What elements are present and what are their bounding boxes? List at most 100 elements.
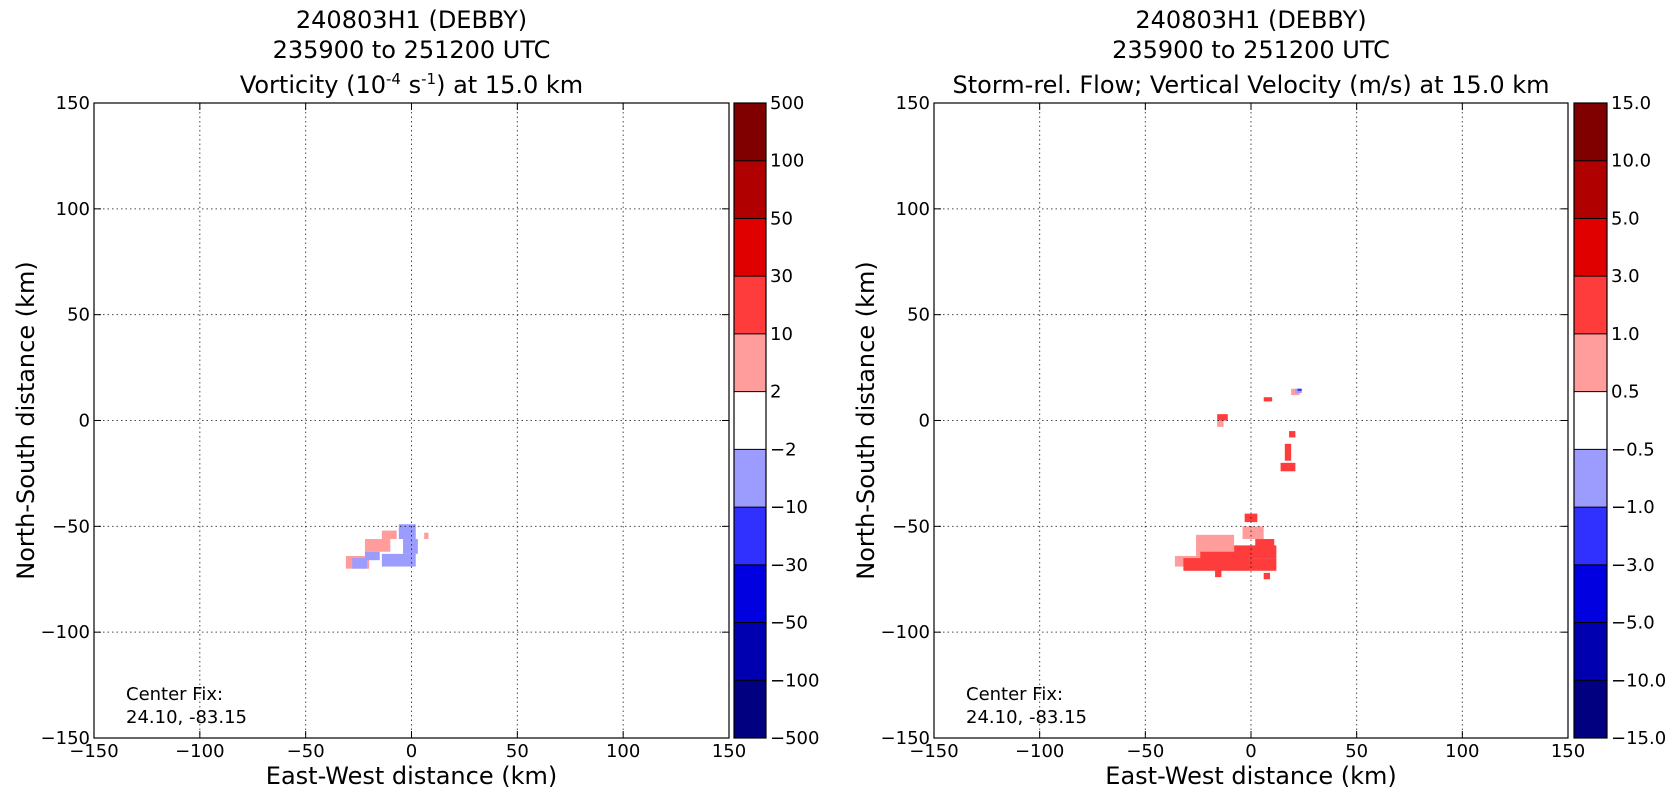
colorbar-label: 1.0 — [1611, 324, 1640, 345]
center-fix-label: Center Fix: — [966, 684, 1063, 705]
colorbar-segment — [734, 103, 766, 161]
colorbar-label: 50 — [770, 208, 793, 229]
y-tick-label: 100 — [896, 199, 930, 220]
chart-title-line-1: 240803H1 (DEBBY) — [1135, 6, 1366, 34]
colorbar-segment — [1574, 160, 1607, 219]
colorbar-label: −0.5 — [1611, 439, 1655, 460]
colorbar-label: 5.0 — [1611, 208, 1640, 229]
colorbar-label: −5.0 — [1611, 613, 1655, 634]
x-tick-label: 50 — [506, 741, 529, 762]
colorbar-segment — [734, 564, 766, 623]
colorbar-segment — [1574, 333, 1607, 392]
colorbar-label: 30 — [770, 266, 793, 287]
colorbar-label: −50 — [770, 613, 808, 634]
colorbar-segment — [1574, 507, 1607, 565]
data-patch-19 — [1297, 388, 1302, 391]
colorbar-label: −500 — [770, 728, 819, 749]
data-patch-9 — [1255, 539, 1275, 548]
chart-title-line-2: 235900 to 251200 UTC — [273, 36, 551, 64]
center-fix-label: 24.10, -83.15 — [126, 707, 247, 728]
x-axis-label: East-West distance (km) — [1105, 762, 1396, 790]
x-tick-label: 50 — [1345, 741, 1368, 762]
colorbar-frame — [1573, 102, 1608, 739]
y-tick-label: 150 — [56, 93, 90, 114]
colorbar-label: 100 — [770, 151, 804, 172]
chart-panel-2: −150 −100 −50 0 50 100 150 −150 −100 −50 0 50 100 150… — [852, 6, 1666, 790]
x-tick-label: −150 — [909, 741, 958, 762]
colorbar-label: −10 — [770, 497, 808, 518]
data-patch-14 — [1284, 443, 1292, 461]
colorbar-label: 500 — [770, 93, 804, 114]
x-tick-label: 100 — [606, 741, 640, 762]
colorbar-segment — [734, 160, 766, 219]
data-patch-16 — [1215, 568, 1222, 578]
colorbar-label: −10.0 — [1611, 670, 1666, 691]
x-tick-label: −50 — [287, 741, 325, 762]
x-tick-label: 150 — [712, 741, 746, 762]
y-tick-label: −100 — [881, 622, 930, 643]
x-tick-label: −100 — [175, 741, 224, 762]
data-patch-3 — [381, 530, 397, 540]
data-patch-12 — [1263, 397, 1273, 402]
y-tick-label: −100 — [41, 622, 90, 643]
data-patch-3 — [1242, 526, 1264, 540]
chart-panel-1: −150 −100 −50 0 50 100 150−150−100−50050100150… — [12, 6, 819, 790]
colorbar-segment — [1574, 622, 1607, 681]
x-tick-label: 0 — [1245, 741, 1256, 762]
y-tick-label: 0 — [79, 411, 90, 432]
colorbar-label: −30 — [770, 555, 808, 576]
center-fix-label: Center Fix: — [126, 684, 223, 705]
colorbar-segment — [1574, 564, 1607, 623]
data-patch-2 — [364, 539, 391, 552]
colorbar-segment — [734, 218, 766, 277]
data-patch-11 — [1217, 414, 1228, 421]
y-tick-label: −50 — [892, 516, 930, 537]
colorbar-segment — [1574, 103, 1607, 161]
colorbar-segment — [734, 333, 766, 392]
colorbar-segment — [734, 507, 766, 565]
colorbar-label: −15.0 — [1611, 728, 1666, 749]
colorbar-label: 3.0 — [1611, 266, 1640, 287]
y-axis-label: North-South distance (km) — [12, 261, 40, 580]
data-patch-9 — [364, 551, 380, 561]
data-patch-15 — [1289, 431, 1296, 438]
x-tick-label: −50 — [1126, 741, 1164, 762]
x-tick-label: −100 — [1015, 741, 1064, 762]
y-tick-label: 50 — [67, 305, 90, 326]
colorbar-segment — [734, 391, 766, 450]
data-patch-2 — [1196, 534, 1235, 556]
colorbar-segment — [734, 449, 766, 508]
y-tick-label: 50 — [907, 305, 930, 326]
y-tick-label: 0 — [919, 411, 930, 432]
y-tick-label: −50 — [52, 516, 90, 537]
colorbar-label: 2 — [770, 382, 781, 403]
chart-title-field: Storm-rel. Flow; Vertical Velocity (m/s)… — [953, 71, 1550, 99]
colorbar-label: 10 — [770, 324, 793, 345]
chart-title-field: Vorticity (10-4 s-1) at 15.0 km — [240, 70, 583, 99]
colorbar-segment — [1574, 218, 1607, 277]
colorbar-label: 15.0 — [1611, 93, 1651, 114]
colorbar-segment — [734, 680, 766, 738]
x-tick-label: 100 — [1445, 741, 1479, 762]
x-tick-label: 0 — [406, 741, 417, 762]
data-patch-4 — [424, 532, 429, 540]
data-patch-8 — [352, 558, 368, 569]
x-tick-label: 150 — [1551, 741, 1585, 762]
y-tick-label: −150 — [41, 728, 90, 749]
colorbar-segment — [1574, 276, 1607, 334]
y-tick-label: 150 — [896, 93, 930, 114]
colorbar-segment — [1574, 449, 1607, 508]
colorbar-segment — [734, 622, 766, 681]
colorbar-segment — [1574, 391, 1607, 450]
data-patch-7 — [381, 553, 416, 567]
colorbar-segment — [1574, 680, 1607, 738]
chart-title-line-1: 240803H1 (DEBBY) — [296, 6, 527, 34]
colorbar-label: −100 — [770, 670, 819, 691]
center-fix-label: 24.10, -83.15 — [966, 707, 1087, 728]
y-tick-label: 100 — [56, 199, 90, 220]
data-patch-8 — [1234, 545, 1277, 559]
chart-title-line-2: 235900 to 251200 UTC — [1112, 36, 1390, 64]
colorbar-label: −3.0 — [1611, 555, 1655, 576]
colorbar-segment — [734, 276, 766, 334]
